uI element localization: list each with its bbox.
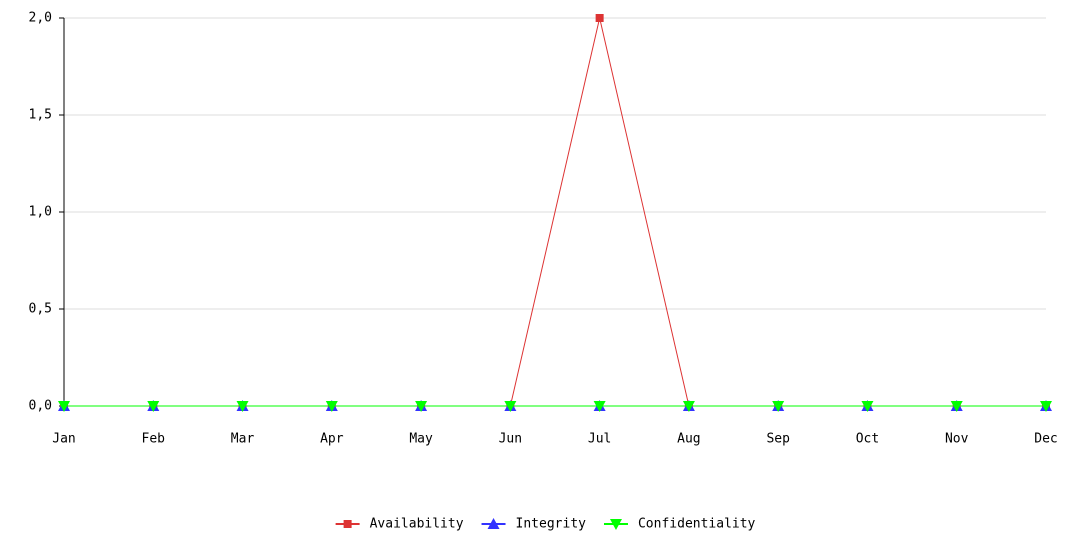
legend-item: Integrity <box>481 517 587 532</box>
x-tick-label: Jun <box>499 432 522 447</box>
marker <box>861 401 874 412</box>
x-tick-label: Oct <box>856 432 879 447</box>
y-tick-label: 1,5 <box>29 108 52 123</box>
marker <box>415 401 428 412</box>
x-tick-label: Feb <box>142 432 166 447</box>
marker <box>595 14 604 22</box>
marker <box>504 401 517 412</box>
marker <box>950 401 963 412</box>
y-tick-label: 1,0 <box>29 205 52 220</box>
legend-label: Integrity <box>516 517 587 532</box>
marker <box>593 401 606 412</box>
legend-item: Availability <box>335 517 464 532</box>
marker <box>609 519 622 530</box>
x-tick-label: Mar <box>231 432 255 447</box>
marker <box>1040 401 1052 412</box>
marker <box>147 401 160 412</box>
marker <box>236 401 249 412</box>
x-tick-label: Aug <box>677 432 700 447</box>
legend-item: Confidentiality <box>603 517 756 532</box>
marker <box>682 401 695 412</box>
marker <box>487 518 500 529</box>
legend-label: Confidentiality <box>638 517 756 532</box>
x-tick-label: Nov <box>945 432 969 447</box>
marker <box>325 401 338 412</box>
x-tick-label: Apr <box>320 432 344 447</box>
x-tick-label: Sep <box>766 432 790 447</box>
x-tick-label: Jan <box>52 432 75 447</box>
marker <box>343 520 352 528</box>
marker <box>772 401 785 412</box>
marker <box>58 401 70 412</box>
legend: Availability Integrity Confidentiality <box>335 517 756 532</box>
y-tick-label: 0,0 <box>29 399 52 414</box>
y-tick-label: 2,0 <box>29 11 52 26</box>
x-tick-label: Jul <box>588 432 611 447</box>
x-tick-label: Dec <box>1034 432 1057 447</box>
x-tick-label: May <box>409 432 433 447</box>
legend-label: Availability <box>370 517 464 532</box>
y-tick-label: 0,5 <box>29 302 52 317</box>
